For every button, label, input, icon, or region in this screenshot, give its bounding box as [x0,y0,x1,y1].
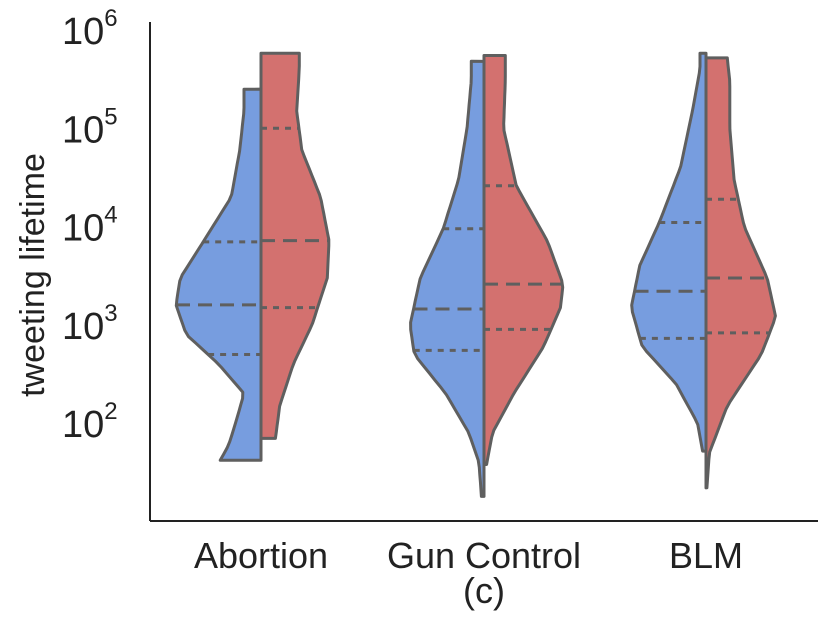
x-category-label: BLM [669,535,743,576]
y-tick-label: 103 [62,300,118,348]
y-tick-label: 106 [62,5,118,53]
violin-gun-control-left [409,59,486,498]
y-tick-exponent: 4 [104,202,117,229]
violin-layer [174,51,777,498]
quartile-layer [176,126,770,356]
violin-abortion-right [259,51,331,440]
y-axis-label: tweeting lifetime [14,153,52,397]
y-tick-base: 10 [62,109,104,151]
y-tick-exponent: 3 [104,300,117,327]
y-tick-base: 10 [62,208,104,250]
violin-blm-left [630,51,708,453]
violin-blm-right [704,56,777,490]
violin-gun-control-right [482,54,565,467]
violin-abortion-left [174,87,263,462]
y-tick-base: 10 [62,404,104,446]
x-category-labels: Abortion Gun Control BLM [194,535,743,576]
y-tick-base: 10 [62,11,104,53]
x-category-label: Gun Control [387,535,581,576]
y-tick-exponent: 6 [104,5,117,32]
y-tick-label: 102 [62,398,118,446]
y-tick-base: 10 [62,306,104,348]
figure-caption: (c) [463,570,505,611]
y-tick-label: 105 [62,103,118,151]
x-category-label: Abortion [194,535,328,576]
y-tick-exponent: 5 [104,103,117,130]
y-tick-label: 104 [62,202,118,250]
y-tick-exponent: 2 [104,398,117,425]
